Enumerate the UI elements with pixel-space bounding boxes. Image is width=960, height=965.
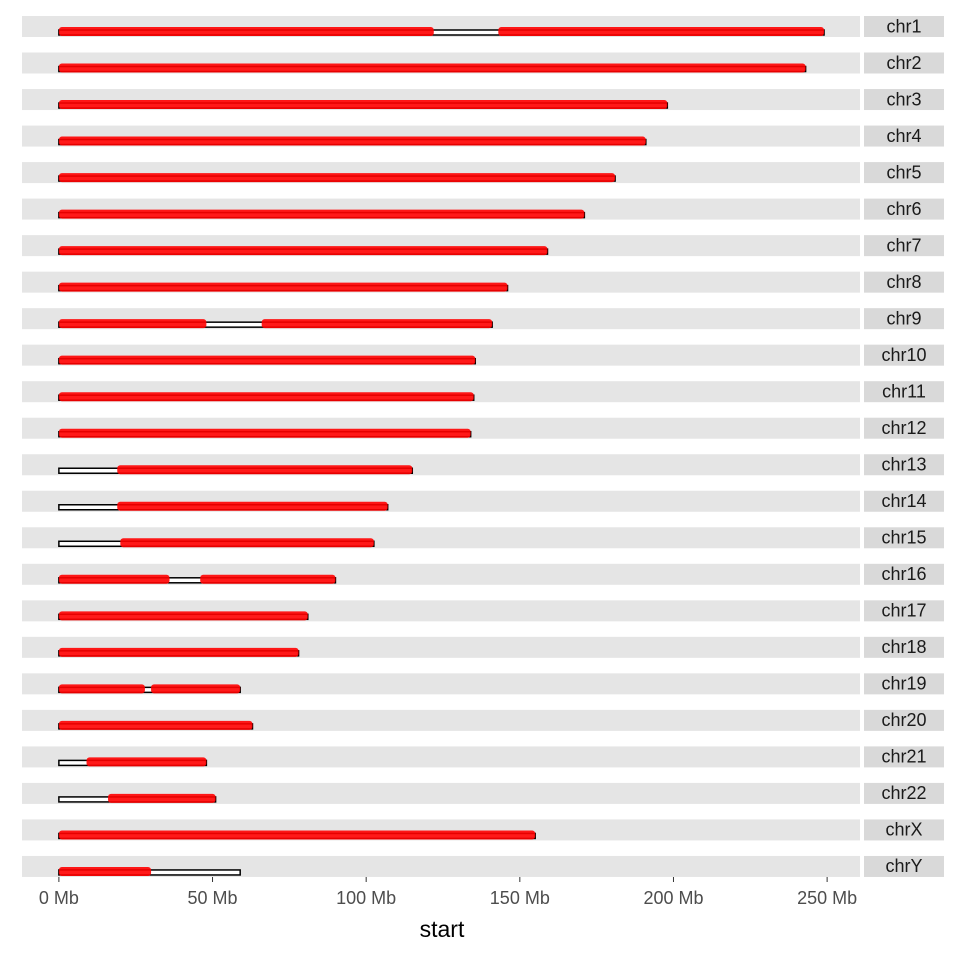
feature-region — [58, 720, 253, 730]
feature-region — [58, 611, 308, 621]
strip-label: chr2 — [886, 53, 921, 73]
feature-region — [120, 538, 374, 548]
strip-label: chr15 — [881, 528, 926, 548]
feature-region — [58, 63, 806, 73]
panel-background — [22, 782, 860, 804]
strip-label: chr14 — [881, 491, 926, 511]
feature-region — [498, 27, 825, 36]
feature-region — [58, 27, 434, 36]
strip-label: chr17 — [881, 601, 926, 621]
strip-label: chr19 — [881, 674, 926, 694]
strip-label: chr8 — [886, 272, 921, 292]
feature-region — [58, 136, 646, 146]
strip-label: chr10 — [881, 345, 926, 365]
strip-background — [864, 454, 944, 476]
strip-background — [864, 308, 944, 330]
feature-region — [58, 282, 508, 292]
feature-region — [58, 246, 548, 256]
strip-background — [864, 673, 944, 695]
strip-background — [864, 782, 944, 804]
strip-label: chr7 — [886, 235, 921, 255]
feature-region — [58, 647, 299, 657]
strip-background — [864, 16, 944, 37]
feature-region — [200, 574, 336, 584]
strip-label: chr12 — [881, 418, 926, 438]
strip-background — [864, 235, 944, 257]
x-tick-label: 150 Mb — [490, 888, 550, 908]
strip-label: chr3 — [886, 89, 921, 109]
feature-region — [58, 392, 474, 402]
strip-background — [864, 125, 944, 147]
strip-background — [864, 271, 944, 293]
strip-label: chrY — [885, 856, 922, 876]
feature-region — [58, 100, 668, 110]
strip-background — [864, 381, 944, 403]
feature-region — [86, 757, 207, 767]
strip-label: chr21 — [881, 747, 926, 767]
x-tick-label: 200 Mb — [643, 888, 703, 908]
strip-label: chr1 — [886, 16, 921, 36]
strip-label: chr11 — [882, 381, 926, 401]
feature-region — [151, 684, 241, 694]
strip-background — [864, 855, 944, 877]
strip-label: chrX — [885, 820, 922, 840]
panel-background — [22, 746, 860, 768]
strip-background — [864, 417, 944, 439]
strip-label: chr9 — [886, 308, 921, 328]
strip-background — [864, 490, 944, 512]
strip-label: chr22 — [881, 783, 926, 803]
strip-background — [864, 600, 944, 622]
strip-background — [864, 162, 944, 184]
strip-label: chr18 — [881, 637, 926, 657]
x-tick-label: 50 Mb — [188, 888, 238, 908]
x-axis-label: start — [420, 916, 465, 942]
strip-background — [864, 636, 944, 658]
feature-region — [58, 319, 207, 329]
feature-region — [58, 355, 476, 365]
strip-background — [864, 198, 944, 220]
feature-region — [58, 684, 145, 694]
strip-background — [864, 52, 944, 74]
strip-background — [864, 746, 944, 768]
strip-label: chr13 — [881, 454, 926, 474]
feature-region — [58, 830, 536, 840]
strip-background — [864, 344, 944, 366]
x-tick-label: 0 Mb — [39, 888, 79, 908]
feature-region — [117, 465, 413, 475]
x-tick-label: 100 Mb — [336, 888, 396, 908]
feature-region — [58, 428, 471, 438]
strip-background — [864, 527, 944, 549]
strip-label: chr16 — [881, 564, 926, 584]
strip-background — [864, 819, 944, 841]
feature-region — [58, 866, 152, 876]
strip-label: chr5 — [886, 162, 921, 182]
feature-region — [117, 501, 388, 511]
strip-background — [864, 709, 944, 731]
strip-label: chr20 — [881, 710, 926, 730]
feature-region — [58, 173, 616, 183]
strip-background — [864, 563, 944, 585]
strip-label: chr6 — [886, 199, 921, 219]
x-tick-label: 250 Mb — [797, 888, 857, 908]
feature-region — [108, 793, 216, 803]
strip-label: chr4 — [886, 126, 921, 146]
strip-background — [864, 89, 944, 111]
feature-region — [58, 209, 585, 219]
feature-region — [261, 319, 493, 329]
feature-region — [58, 574, 170, 584]
